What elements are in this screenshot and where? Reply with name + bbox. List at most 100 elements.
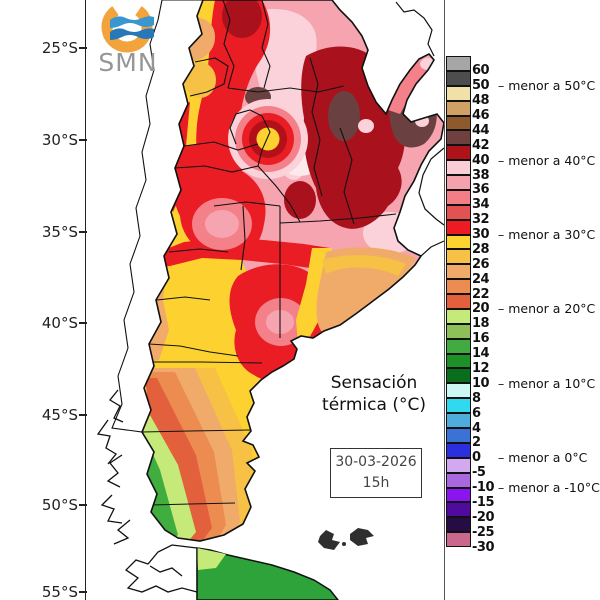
patagonian-fjords-outline (96, 389, 198, 593)
legend-tick-label: 50 (472, 78, 490, 94)
latitude-tick (79, 414, 87, 416)
fringe-golden-ne-ba (322, 255, 406, 276)
legend-tick-label: -25 (472, 524, 495, 540)
legend-swatch (446, 279, 471, 295)
legend-tick-label: 12 (472, 360, 490, 376)
logo-wave-top (110, 16, 154, 28)
legend-tick-label: 16 (472, 331, 490, 347)
legend-tick-label: 38 (472, 167, 490, 183)
legend-swatch (446, 457, 471, 473)
latitude-label: 25°S (41, 39, 78, 57)
legend-swatch (446, 160, 471, 176)
latitude-label: 45°S (41, 406, 78, 424)
spot-pale-1 (358, 119, 374, 133)
date-value: 30-03-2026 (335, 454, 417, 470)
malvinas-islands (318, 528, 374, 550)
latitude-label: 30°S (41, 131, 78, 149)
legend-tick-label: 4 (472, 420, 481, 436)
legend-tick-label: 24 (472, 271, 490, 287)
region-golden-nw (184, 62, 216, 98)
latitude-tick (79, 322, 87, 324)
legend-tick-label: 2 (472, 435, 481, 451)
legend-swatch (446, 175, 471, 190)
legend-swatch (446, 517, 471, 533)
legend-swatch (446, 308, 471, 324)
legend-tick-label: 34 (472, 197, 490, 213)
argentina-outline (141, 0, 445, 542)
plot-right-frame (444, 0, 445, 600)
legend-tick-label: 48 (472, 93, 490, 109)
latitude-label: 35°S (41, 223, 78, 241)
legend-swatch (446, 234, 471, 250)
latitude-axis (85, 0, 87, 600)
latitude-label: 55°S (41, 583, 78, 600)
tierra-del-fuego (196, 547, 339, 600)
legend-swatch (446, 85, 471, 101)
legend-tick-label: -30 (472, 539, 495, 555)
latitude-tick (79, 591, 87, 593)
legend-tick-label: 60 (472, 63, 490, 79)
legend-threshold-note: – menor a 0°C (498, 450, 588, 466)
legend-swatch (446, 323, 471, 339)
smn-logo (101, 1, 154, 53)
legend-tick-label: 46 (472, 108, 490, 124)
legend-threshold-note: – menor a 30°C (498, 227, 596, 243)
legend-tick-label: 0 (472, 450, 481, 466)
legend-swatch (446, 204, 471, 220)
region-salmon-misiones-arm (388, 58, 431, 114)
legend-swatch (446, 70, 471, 86)
latitude-tick (79, 504, 87, 506)
legend-tick-label: 30 (472, 227, 490, 243)
map-title-line1: Sensación (330, 373, 418, 393)
map-title: Sensación térmica (°C) (316, 372, 432, 416)
legend-tick-label: -15 (472, 494, 495, 510)
legend-swatch (446, 189, 471, 205)
legend-swatch (446, 413, 471, 428)
legend-swatch (446, 383, 471, 399)
region-darkred-top (222, 0, 262, 38)
latitude-tick (79, 231, 87, 233)
bullseye-cordoba (228, 99, 308, 179)
legend-swatch (446, 428, 471, 443)
region-darkred-santafe (284, 181, 316, 219)
legend-tick-label: 22 (472, 286, 490, 302)
legend-threshold-note: – menor a 20°C (498, 301, 596, 317)
legend-tick-label: -5 (472, 465, 486, 481)
legend-swatch (446, 145, 471, 161)
legend-tick-label: 42 (472, 137, 490, 153)
legend-tick-label: 32 (472, 212, 490, 228)
legend-tick-label: 36 (472, 182, 490, 198)
legend-tick-label: 18 (472, 316, 490, 332)
smn-logo-text: SMN (98, 48, 158, 77)
legend-swatch (446, 353, 471, 369)
latitude-tick (79, 47, 87, 49)
legend-tick-label: -20 (472, 509, 495, 525)
hour-value: 15h (362, 475, 390, 491)
datetime-box: 30-03-2026 15h (330, 448, 422, 498)
legend-tick-label: 10 (472, 375, 490, 391)
latitude-tick (79, 139, 87, 141)
legend-tick-label: 8 (472, 390, 481, 406)
legend-swatch (446, 130, 471, 146)
legend-swatch (446, 442, 471, 458)
legend-threshold-note: – menor a 50°C (498, 78, 596, 94)
legend-swatch (446, 100, 471, 116)
legend-swatch (446, 219, 471, 235)
map-title-line2: térmica (°C) (322, 395, 426, 416)
legend-swatch (446, 368, 471, 384)
legend-swatch (446, 532, 471, 548)
latitude-label: 40°S (41, 314, 78, 332)
legend-swatch (446, 338, 471, 354)
legend-swatch (446, 115, 471, 131)
legend-threshold-note: – menor a 10°C (498, 375, 596, 391)
region-red-northwest (196, 0, 271, 197)
logo-wave-bottom (110, 28, 154, 40)
legend-tick-label: 14 (472, 346, 490, 362)
legend-swatch (446, 264, 471, 280)
legend-tick-label: 44 (472, 122, 490, 138)
legend-tick-label: 26 (472, 256, 490, 272)
legend-swatch (446, 487, 471, 503)
legend-tick-label: -10 (472, 480, 495, 496)
